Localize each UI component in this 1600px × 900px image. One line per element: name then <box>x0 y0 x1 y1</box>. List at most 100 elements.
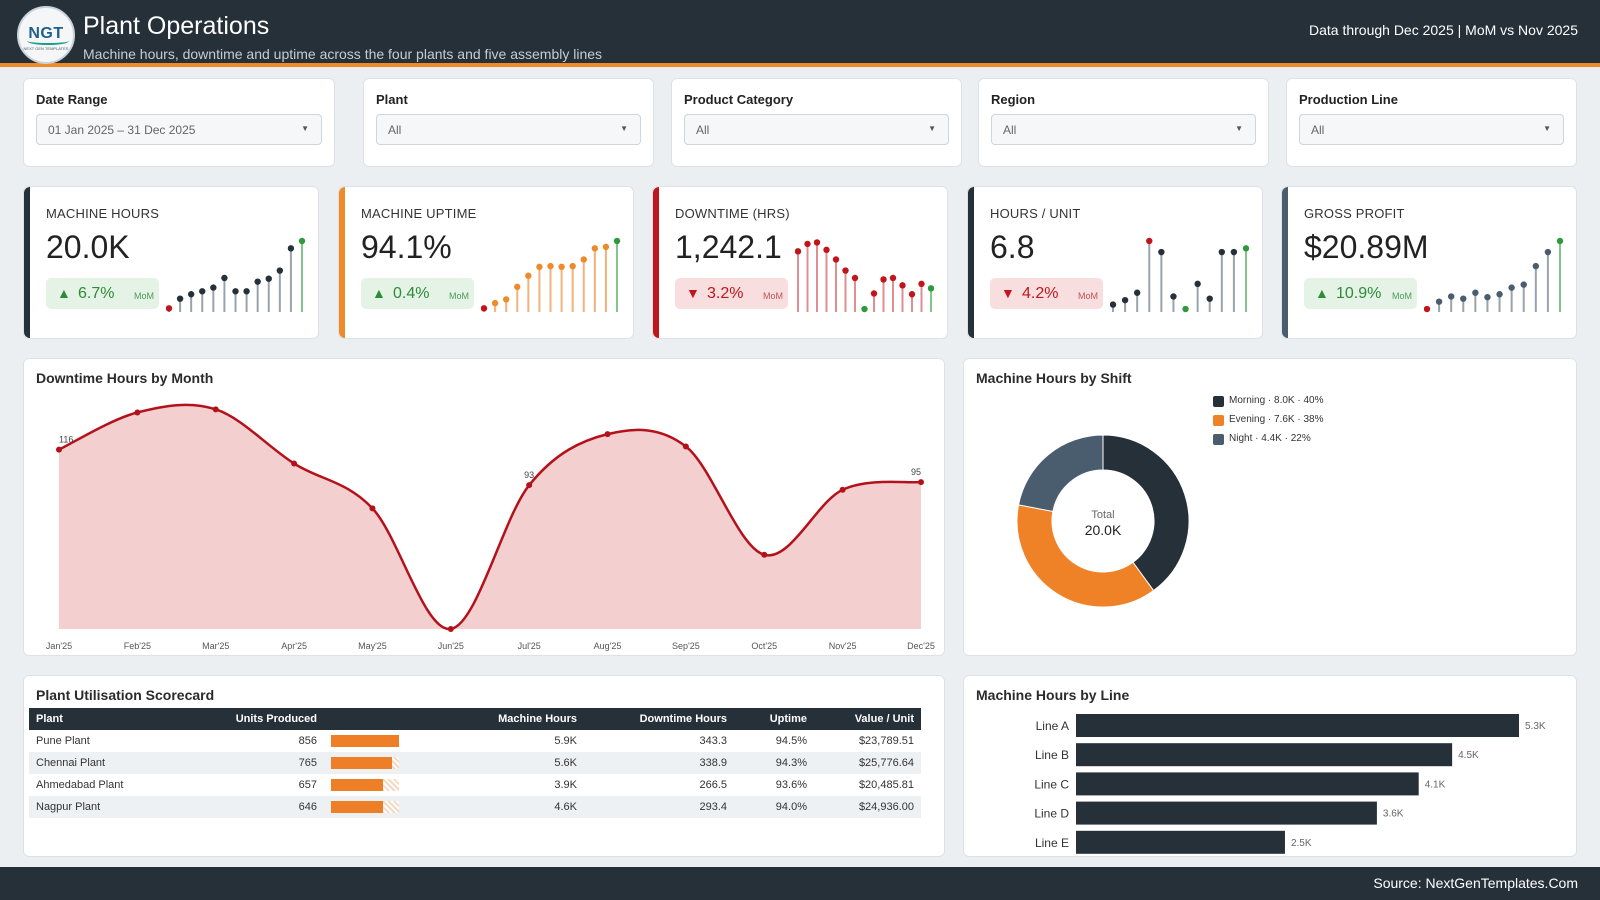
sparkline-point <box>547 262 554 270</box>
kpi-sparkline <box>1110 237 1250 313</box>
bar-value-label: 3.6K <box>1383 809 1404 820</box>
sparkline-point <box>276 267 284 274</box>
kpi-accent-bar <box>339 187 345 338</box>
sparkline-point <box>602 243 610 251</box>
filter-label: Region <box>991 92 1036 107</box>
chevron-down-icon: ▼ <box>620 124 628 133</box>
bar-category-label: Line A <box>1036 719 1069 733</box>
sparkline-point <box>1206 295 1213 302</box>
cell-value-per-unit: $20,485.81 <box>858 779 914 791</box>
sparkline-point <box>1146 237 1153 245</box>
sparkline-point <box>491 299 499 307</box>
donut-slice-evening <box>1016 504 1155 608</box>
cell-uptime: 93.6% <box>775 779 807 791</box>
column-header-utilisation <box>324 708 414 730</box>
cell-downtime-hours: 266.5 <box>699 779 727 791</box>
filter-date-range: Date Range 01 Jan 2025 – 31 Dec 2025 ▼ <box>23 78 335 167</box>
delta-arrow-icon: ▲ <box>57 285 71 301</box>
bar-value-label: 4.5K <box>1458 750 1479 761</box>
utilisation-bar-fill <box>331 757 392 769</box>
sparkline-point <box>861 305 868 313</box>
bar-value-label: 2.5K <box>1291 838 1312 849</box>
sparkline-point <box>199 288 206 295</box>
x-tick-label: Sep'25 <box>672 641 700 651</box>
production-line-select[interactable]: All ▼ <box>1299 114 1564 145</box>
x-tick-label: May'25 <box>358 641 387 651</box>
kpi-accent-bar <box>968 187 974 338</box>
downtime-point <box>761 551 768 558</box>
sparkline-point <box>166 305 173 312</box>
chevron-down-icon: ▼ <box>1543 124 1551 133</box>
sparkline-point <box>1182 305 1189 313</box>
cell-uptime: 94.3% <box>734 752 814 774</box>
data-label: 93 <box>524 470 534 480</box>
sparkline-point <box>851 274 859 282</box>
product-category-select[interactable]: All ▼ <box>684 114 949 145</box>
select-value: All <box>1003 123 1017 137</box>
sparkline-point <box>243 288 250 295</box>
date-range-select[interactable]: 01 Jan 2025 – 31 Dec 2025 ▼ <box>36 114 322 145</box>
cell-value-per-unit: $23,789.51 <box>858 735 914 747</box>
footer-bar: Source: NextGenTemplates.Com <box>0 867 1600 900</box>
cell-plant: Ahmedabad Plant <box>36 779 124 791</box>
downtime-point <box>134 409 141 416</box>
plant-select[interactable]: All ▼ <box>376 114 641 145</box>
donut-slice-morning <box>1102 434 1190 592</box>
bar-category-label: Line B <box>1035 748 1069 762</box>
page-subtitle: Machine hours, downtime and uptime acros… <box>83 46 603 62</box>
sparkline-point <box>889 274 897 282</box>
region-select[interactable]: All ▼ <box>991 114 1256 145</box>
select-value: 01 Jan 2025 – 31 Dec 2025 <box>48 123 196 137</box>
chevron-down-icon: ▼ <box>1235 124 1243 133</box>
kpi-delta-badge: ▲ 10.9% MoM <box>1304 278 1417 309</box>
sparkline-point <box>1218 248 1226 256</box>
legend-label: Morning · 8.0K · 40% <box>1229 395 1324 406</box>
utilisation-bar <box>331 757 399 769</box>
sparkline-point <box>613 237 621 245</box>
sparkline-point <box>1435 298 1443 305</box>
delta-period: MoM <box>449 291 469 301</box>
sparkline-point <box>287 245 295 252</box>
bar-line-b <box>1076 743 1453 767</box>
select-value: All <box>696 123 710 137</box>
sparkline-point <box>514 283 521 291</box>
filter-label: Date Range <box>36 92 108 107</box>
sparkline-point <box>832 256 840 263</box>
kpi-sparkline <box>481 237 621 312</box>
downtime-point <box>369 505 376 512</box>
bar-line-a <box>1076 714 1519 737</box>
legend-swatch <box>1213 415 1224 426</box>
sparkline-point <box>187 291 195 298</box>
sparkline-point <box>804 240 811 248</box>
data-label: 116 <box>59 435 73 445</box>
table-row: Nagpur Plant 646 4.6K 293.4 94.0% $24,93… <box>29 796 921 818</box>
kpi-card-hours-per-unit: HOURS / UNIT 6.8 ▼ 4.2% MoM <box>967 186 1263 339</box>
cell-downtime-hours: 293.4 <box>584 796 734 818</box>
filter-plant: Plant All ▼ <box>363 78 654 167</box>
chevron-down-icon: ▼ <box>301 124 309 133</box>
brand-logo: NGT NEXT GEN TEMPLATES <box>17 6 75 64</box>
kpi-accent-bar <box>653 187 659 338</box>
delta-percent: 4.2% <box>1022 285 1059 302</box>
sparkline-point <box>908 291 916 298</box>
delta-period: MoM <box>1392 291 1412 301</box>
kpi-label: DOWNTIME (HRS) <box>675 206 790 221</box>
line-chart-card: Machine Hours by Line Line A 5.3K Line B 4.… <box>963 675 1577 857</box>
sparkline-point <box>1194 280 1201 288</box>
sparkline-point <box>899 282 906 289</box>
cell-units: 646 <box>199 796 324 818</box>
sparkline-point <box>298 237 306 245</box>
delta-arrow-icon: ▼ <box>1001 285 1015 301</box>
legend-label: Night · 4.4K · 22% <box>1229 433 1311 444</box>
kpi-value: 1,242.1 <box>675 229 782 265</box>
delta-percent: 6.7% <box>78 285 115 302</box>
line-hours-bar-chart: Line A 5.3K Line B 4.5K Line C 4.1K Line D 3.6K… <box>1034 714 1546 854</box>
column-header-uptime: Uptime <box>734 708 814 730</box>
data-period-note: Data through Dec 2025 | MoM vs Nov 2025 <box>1308 22 1578 38</box>
kpi-card-machine-hours: MACHINE HOURS 20.0K ▲ 6.7% MoM <box>23 186 319 339</box>
sparkline-point <box>1532 262 1540 270</box>
column-header-units: Units Produced <box>199 708 324 730</box>
x-tick-label: Dec'25 <box>907 641 935 651</box>
downtime-point <box>918 479 924 486</box>
